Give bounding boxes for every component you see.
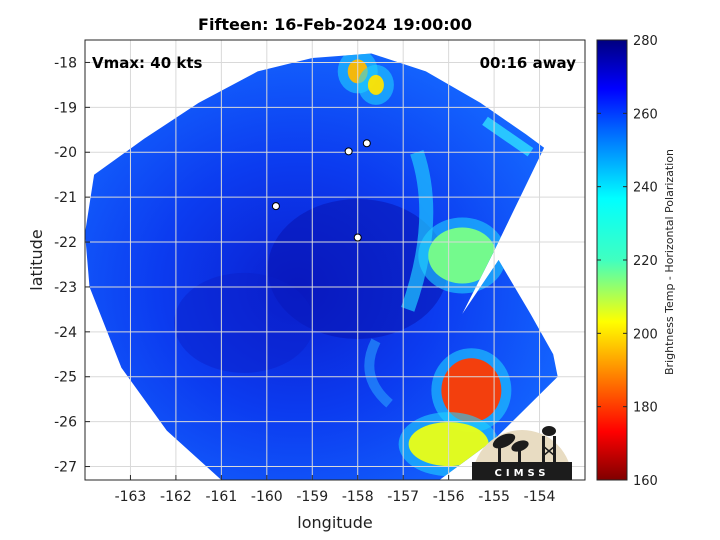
colorbar: 160 180 200 220 240 260 280 Brightness Temp - … <box>596 34 676 489</box>
x-tick-label: -162 <box>160 489 192 505</box>
colorbar-ticks: 160 180 200 220 240 260 280 <box>597 34 658 489</box>
storm-center-marker <box>271 202 280 211</box>
storm-center-marker <box>344 147 353 156</box>
storm-center-marker <box>353 233 362 242</box>
colorbar-tick-label: 220 <box>633 254 658 269</box>
x-tick-label: -158 <box>342 489 374 505</box>
cimss-logo: CIMSS <box>472 426 572 480</box>
x-axis-ticks: -163 -162 -161 -160 -159 -158 -157 -156 -155 -154 <box>115 475 556 505</box>
y-tick-label: -24 <box>54 325 77 341</box>
x-tick-label: -159 <box>296 489 328 505</box>
chart-title: Fifteen: 16-Feb-2024 19:00:00 <box>198 15 472 34</box>
x-tick-label: -161 <box>205 489 237 505</box>
x-tick-label: -154 <box>524 489 556 505</box>
axes-box <box>84 39 586 481</box>
colorbar-label: Brightness Temp - Horizontal Polarizatio… <box>663 149 676 375</box>
warm-feature <box>441 358 502 423</box>
y-axis-ticks: -18 -19 -20 -21 -22 -23 -24 -25 -26 -27 <box>54 55 90 476</box>
y-axis-label: latitude <box>27 229 46 290</box>
x-axis-label: longitude <box>297 513 372 532</box>
x-tick-label: -163 <box>115 489 147 505</box>
colorbar-tick-label: 160 <box>633 474 658 489</box>
rain-band <box>482 116 534 157</box>
y-tick-label: -26 <box>54 415 77 431</box>
time-away-annotation: 00:16 away <box>480 54 577 72</box>
y-tick-label: -22 <box>54 235 77 251</box>
y-tick-label: -23 <box>54 280 77 296</box>
cold-band <box>174 272 315 373</box>
rain-band <box>401 150 434 312</box>
y-tick-label: -27 <box>54 460 77 476</box>
colorbar-tick-label: 200 <box>633 327 658 342</box>
warm-feature <box>428 227 497 284</box>
y-tick-label: -25 <box>54 370 77 386</box>
colorbar-tick-label: 260 <box>633 107 658 122</box>
svg-text:CIMSS: CIMSS <box>495 468 550 479</box>
colorbar-gradient <box>596 39 628 481</box>
x-tick-label: -160 <box>251 489 283 505</box>
y-tick-label: -18 <box>54 55 77 71</box>
x-tick-label: -156 <box>433 489 465 505</box>
x-tick-label: -157 <box>387 489 419 505</box>
colorbar-tick-label: 240 <box>633 181 658 196</box>
colorbar-tick-label: 280 <box>633 34 658 49</box>
grid-lines <box>85 40 585 480</box>
y-tick-label: -21 <box>54 190 77 206</box>
rain-band <box>364 338 393 408</box>
y-tick-label: -19 <box>54 100 77 116</box>
x-tick-label: -155 <box>478 489 510 505</box>
warm-feature <box>367 74 384 95</box>
vmax-annotation: Vmax: 40 kts <box>92 54 202 72</box>
storm-center-marker <box>362 139 371 148</box>
storm-track-markers <box>271 139 371 242</box>
y-tick-label: -20 <box>54 145 77 161</box>
colorbar-tick-label: 180 <box>633 401 658 416</box>
